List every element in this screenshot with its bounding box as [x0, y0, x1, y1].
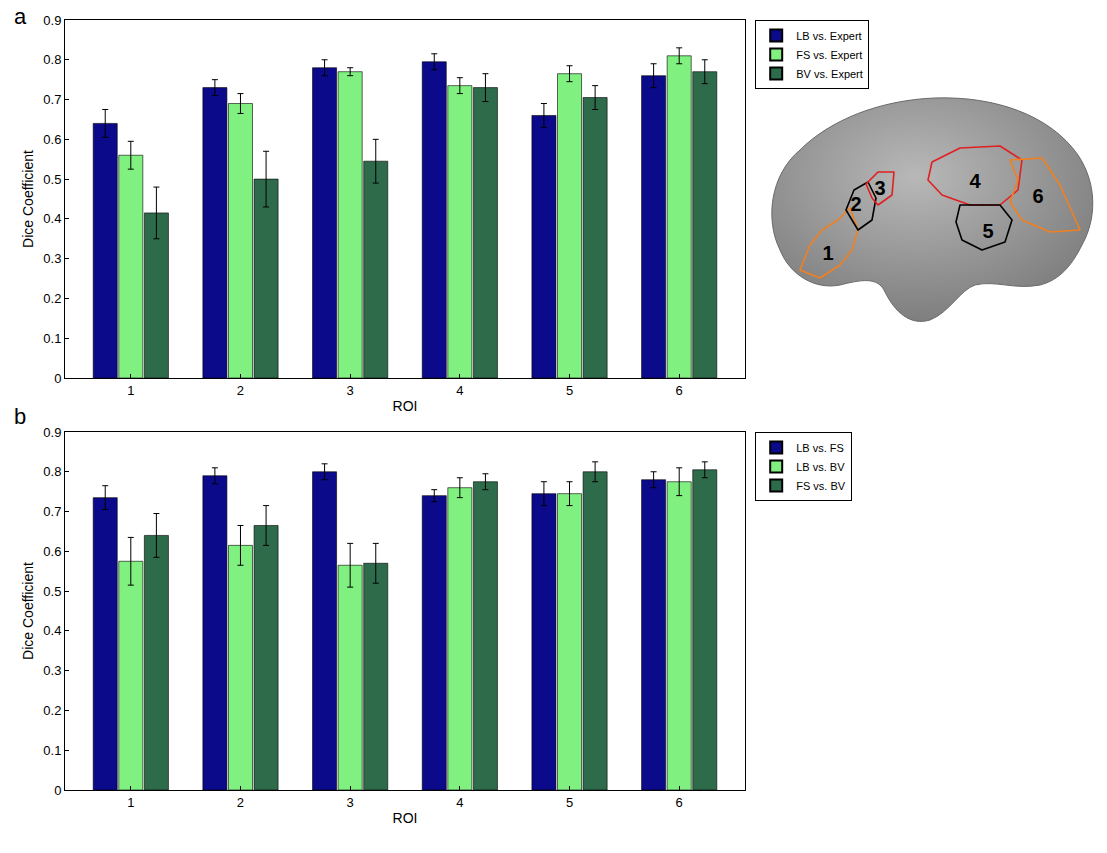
svg-text:0.7: 0.7 [43, 92, 61, 107]
svg-text:5: 5 [982, 220, 993, 242]
svg-text:6: 6 [676, 795, 683, 810]
svg-text:BV vs. Expert: BV vs. Expert [796, 68, 863, 80]
svg-text:5: 5 [566, 383, 573, 398]
svg-text:LB vs. BV: LB vs. BV [796, 461, 845, 473]
svg-text:LB vs. Expert: LB vs. Expert [796, 30, 861, 42]
svg-text:0: 0 [54, 783, 61, 798]
svg-text:FS vs. Expert: FS vs. Expert [796, 49, 862, 61]
svg-text:0.8: 0.8 [43, 464, 61, 479]
svg-text:2: 2 [237, 383, 244, 398]
svg-text:Dice Coefficient: Dice Coefficient [20, 562, 36, 660]
svg-text:4: 4 [456, 795, 463, 810]
svg-text:a: a [14, 4, 27, 29]
svg-text:4: 4 [456, 383, 463, 398]
svg-text:0.5: 0.5 [43, 172, 61, 187]
svg-text:Dice Coefficient: Dice Coefficient [20, 150, 36, 248]
svg-text:0.1: 0.1 [43, 743, 61, 758]
svg-text:1: 1 [127, 383, 134, 398]
svg-text:2: 2 [850, 193, 861, 215]
svg-text:0.2: 0.2 [43, 703, 61, 718]
svg-text:FS vs. BV: FS vs. BV [796, 480, 846, 492]
svg-text:LB vs. FS: LB vs. FS [796, 442, 844, 454]
svg-text:2: 2 [237, 795, 244, 810]
svg-text:6: 6 [676, 383, 683, 398]
svg-text:0.1: 0.1 [43, 331, 61, 346]
svg-text:0: 0 [54, 371, 61, 386]
svg-text:0.8: 0.8 [43, 52, 61, 67]
svg-text:4: 4 [969, 170, 981, 192]
svg-text:0.3: 0.3 [43, 251, 61, 266]
svg-text:3: 3 [347, 795, 354, 810]
svg-text:5: 5 [566, 795, 573, 810]
svg-text:0.6: 0.6 [43, 132, 61, 147]
svg-text:0.9: 0.9 [43, 13, 61, 28]
svg-text:1: 1 [822, 242, 833, 264]
svg-text:0.9: 0.9 [43, 425, 61, 440]
svg-text:ROI: ROI [393, 398, 418, 414]
svg-text:0.5: 0.5 [43, 584, 61, 599]
svg-text:0.6: 0.6 [43, 544, 61, 559]
svg-text:ROI: ROI [393, 810, 418, 826]
svg-text:0.3: 0.3 [43, 663, 61, 678]
svg-text:0.4: 0.4 [43, 211, 61, 226]
svg-text:3: 3 [874, 177, 885, 199]
svg-text:0.4: 0.4 [43, 623, 61, 638]
svg-text:b: b [14, 404, 26, 429]
svg-text:0.2: 0.2 [43, 291, 61, 306]
svg-text:0.7: 0.7 [43, 504, 61, 519]
svg-text:3: 3 [347, 383, 354, 398]
svg-text:6: 6 [1032, 185, 1043, 207]
svg-text:1: 1 [127, 795, 134, 810]
